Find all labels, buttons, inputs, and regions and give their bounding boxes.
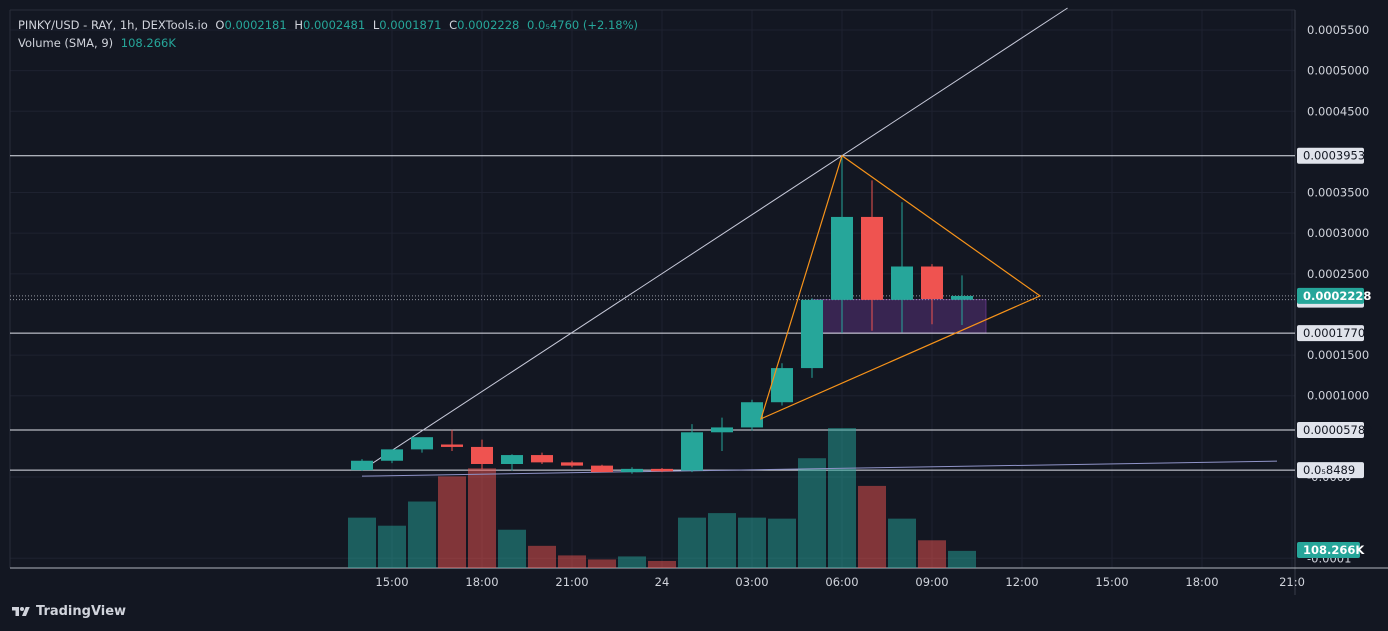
volume-bar	[888, 518, 916, 568]
level-tag-bg	[1297, 325, 1364, 342]
price-tick-label: 0.0001000	[1307, 389, 1369, 403]
volume-bar	[378, 525, 406, 568]
price-tick-label: 0.0005500	[1307, 23, 1369, 37]
candle-down[interactable]	[921, 266, 943, 300]
volume-bar	[798, 458, 826, 568]
level-tag: 0.0001770	[1303, 326, 1365, 340]
volume-bar	[678, 517, 706, 568]
time-tick-label: 15:00	[1095, 575, 1128, 589]
current-price-tag-bg	[1297, 287, 1364, 304]
chart-legend: PINKY/USD - RAY, 1h, DEXTools.io O0.0002…	[18, 16, 638, 52]
volume-indicator-label[interactable]: Volume (SMA, 9)	[18, 36, 114, 50]
volume-indicator-value: 108.266K	[120, 36, 176, 50]
candle-down[interactable]	[861, 216, 883, 300]
candle-down[interactable]	[471, 446, 493, 464]
level-tag: 0.0003953	[1303, 149, 1365, 163]
candle-up[interactable]	[621, 468, 643, 473]
volume-bar	[828, 428, 856, 568]
close-key: C	[449, 18, 458, 32]
volume-bar	[708, 513, 736, 568]
tradingview-logo[interactable]: TradingView	[10, 604, 126, 619]
price-tick-label: 0.0004500	[1307, 104, 1369, 118]
change-value: 0.0₅4760 (+2.18%)	[527, 18, 638, 32]
volume-bar	[648, 560, 676, 568]
time-tick-label: 24	[655, 575, 670, 589]
level-tag: 0.00005782	[1303, 423, 1373, 437]
low-key: L	[372, 18, 380, 32]
candle-up[interactable]	[381, 449, 403, 461]
price-tick-label: 0.0005000	[1307, 64, 1369, 78]
candle-down[interactable]	[561, 462, 583, 466]
time-tick-label: 21:00	[555, 575, 588, 589]
candle-up[interactable]	[411, 437, 433, 450]
volume-bar	[588, 559, 616, 568]
candle-up[interactable]	[951, 295, 973, 300]
volume-bar	[498, 529, 526, 568]
candle-down[interactable]	[651, 468, 673, 472]
price-tick-label: 0.0002500	[1307, 267, 1369, 281]
time-tick-label: 03:00	[735, 575, 768, 589]
time-tick-label: 12:00	[1005, 575, 1038, 589]
volume-bar	[768, 518, 796, 568]
candle-up[interactable]	[351, 460, 373, 471]
low-value: 0.0001871	[379, 18, 442, 32]
candle-down[interactable]	[531, 455, 553, 463]
level-tag-bg	[1297, 147, 1364, 164]
price-tick-label: 0.0003500	[1307, 186, 1369, 200]
candle-up[interactable]	[681, 432, 703, 471]
tradingview-icon	[12, 606, 30, 616]
volume-tag-bg	[1297, 542, 1360, 558]
high-value: 0.0002481	[303, 18, 366, 32]
axis-corner	[1296, 595, 1388, 631]
candle-down[interactable]	[441, 444, 463, 447]
close-value: 0.0002228	[457, 18, 520, 32]
price-tick-label: 0.0003000	[1307, 226, 1369, 240]
current-price-tag: 0.0002228	[1303, 289, 1371, 303]
candle-up[interactable]	[831, 216, 853, 300]
candle-up[interactable]	[891, 266, 913, 300]
high-key: H	[294, 18, 303, 32]
level-tag-bg	[1297, 422, 1364, 439]
volume-bar	[438, 476, 466, 568]
time-tick-label: 15:00	[375, 575, 408, 589]
candle-up[interactable]	[741, 402, 763, 428]
candle-up[interactable]	[801, 299, 823, 369]
level-tag: 0.0₅8489	[1303, 463, 1355, 477]
volume-bar	[528, 545, 556, 568]
open-key: O	[215, 18, 225, 32]
volume-bar	[558, 555, 586, 568]
candle-down[interactable]	[591, 465, 613, 473]
candle-up[interactable]	[771, 368, 793, 403]
volume-bar	[408, 501, 436, 568]
price-tick-label: 0.0001500	[1307, 348, 1369, 362]
candle-up[interactable]	[501, 455, 523, 464]
rising-trendline[interactable]	[361, 7, 1068, 471]
time-tick-label: 18:00	[1185, 575, 1218, 589]
volume-bar	[858, 485, 886, 568]
time-tick-label: 21:0	[1279, 575, 1305, 589]
candle-up[interactable]	[711, 427, 733, 433]
volume-bar	[468, 468, 496, 568]
volume-bar	[918, 540, 946, 568]
volume-bar	[348, 517, 376, 568]
volume-tag: 108.266K	[1303, 543, 1365, 557]
time-tick-label: 18:00	[465, 575, 498, 589]
brand-name: TradingView	[36, 604, 127, 619]
volume-bar	[618, 556, 646, 568]
lower-trendline[interactable]	[361, 460, 1278, 477]
time-tick-label: 09:00	[915, 575, 948, 589]
volume-bar	[948, 550, 976, 568]
time-tick-label: 06:00	[825, 575, 858, 589]
level-tag-bg	[1297, 462, 1364, 479]
price-zone-rectangle[interactable]	[811, 299, 987, 334]
open-value: 0.0002181	[224, 18, 287, 32]
symbol-label[interactable]: PINKY/USD - RAY, 1h, DEXTools.io	[18, 18, 208, 32]
triangle-pattern[interactable]	[760, 154, 1042, 420]
volume-bar	[738, 517, 766, 568]
